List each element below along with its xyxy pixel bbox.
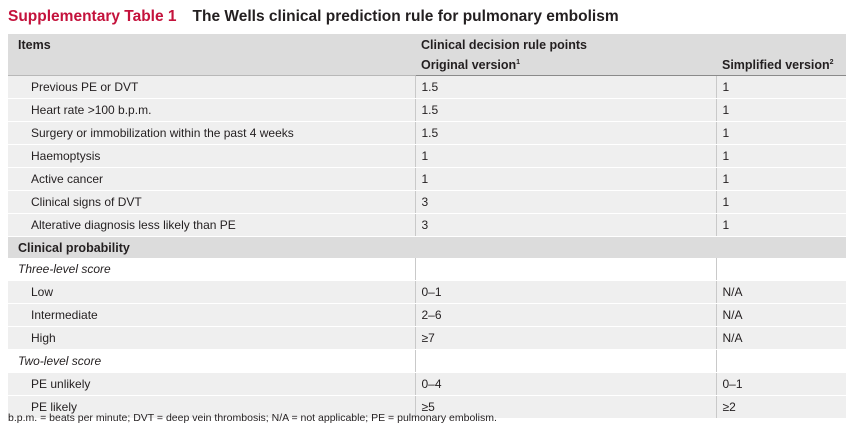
simplified-points: 1 [715, 75, 847, 99]
item-name: Clinical signs of DVT [8, 190, 415, 214]
table-caption: The Wells clinical prediction rule for p… [192, 8, 619, 25]
simplified-points: N/A [715, 326, 847, 350]
original-points: 1 [414, 144, 716, 168]
table-row: PE likely ≥5 ≥2 [8, 395, 847, 419]
table-row: PE unlikely 0–4 0–1 [8, 372, 847, 396]
table-row: Low 0–1 N/A [8, 280, 847, 304]
table-row: Alterative diagnosis less likely than PE… [8, 213, 847, 237]
header-row-2: Original version1 Simplified version2 [8, 55, 847, 76]
clinical-probability-heading: Clinical probability [8, 236, 847, 258]
original-points: 0–4 [414, 372, 716, 396]
item-name: Previous PE or DVT [8, 75, 415, 99]
item-name: Intermediate [8, 303, 415, 327]
empty-cell [715, 258, 847, 281]
table-row: Active cancer 1 1 [8, 167, 847, 191]
original-points: 1 [414, 167, 716, 191]
simplified-points: 0–1 [715, 372, 847, 396]
table-label: Supplementary Table 1 [8, 8, 177, 25]
original-points: 3 [414, 213, 716, 237]
table-row: High ≥7 N/A [8, 326, 847, 350]
item-name: PE unlikely [8, 372, 415, 396]
section-heading-row: Clinical probability [8, 236, 847, 258]
header-row-1: Items Clinical decision rule points [8, 34, 847, 55]
simplified-points: N/A [715, 303, 847, 327]
table-footnote: b.p.m. = beats per minute; DVT = deep ve… [8, 412, 497, 424]
original-points: 2–6 [414, 303, 716, 327]
simplified-points: 1 [715, 213, 847, 237]
simplified-points: 1 [715, 121, 847, 145]
wells-table: Items Clinical decision rule points Orig… [8, 34, 847, 419]
original-points: ≥7 [414, 326, 716, 350]
table-row: Intermediate 2–6 N/A [8, 303, 847, 327]
item-name: Low [8, 280, 415, 304]
item-name: Haemoptysis [8, 144, 415, 168]
original-points: 1.5 [414, 75, 716, 99]
points-header: Clinical decision rule points [415, 34, 847, 55]
header-spacer [8, 55, 415, 76]
table-title: Supplementary Table 1 The Wells clinical … [8, 8, 619, 26]
empty-cell [414, 258, 716, 281]
original-points: 0–1 [414, 280, 716, 304]
items-header: Items [8, 34, 415, 55]
original-points: 3 [414, 190, 716, 214]
item-name: Heart rate >100 b.p.m. [8, 98, 415, 122]
table-row: Haemoptysis 1 1 [8, 144, 847, 168]
item-name: Active cancer [8, 167, 415, 191]
subsection-row: Three-level score [8, 258, 847, 281]
table-row: Surgery or immobilization within the pas… [8, 121, 847, 145]
simplified-points: 1 [715, 144, 847, 168]
empty-cell [414, 349, 716, 373]
subsection-row: Two-level score [8, 349, 847, 373]
original-ref: 1 [516, 58, 521, 66]
simplified-version-header: Simplified version2 [716, 55, 847, 76]
simplified-points: ≥2 [715, 395, 847, 419]
simplified-points: N/A [715, 280, 847, 304]
simplified-points: 1 [715, 98, 847, 122]
simplified-points: 1 [715, 167, 847, 191]
original-points: 1.5 [414, 121, 716, 145]
table-row: Clinical signs of DVT 3 1 [8, 190, 847, 214]
item-name: Surgery or immobilization within the pas… [8, 121, 415, 145]
original-version-header: Original version1 [415, 55, 716, 76]
item-name: Alterative diagnosis less likely than PE [8, 213, 415, 237]
three-level-score-label: Three-level score [8, 258, 415, 281]
table-row: Previous PE or DVT 1.5 1 [8, 75, 847, 99]
original-points: ≥5 [414, 395, 716, 419]
empty-cell [715, 349, 847, 373]
two-level-score-label: Two-level score [8, 349, 415, 373]
item-name: PE likely [8, 395, 415, 419]
simplified-points: 1 [715, 190, 847, 214]
simplified-ref: 2 [829, 58, 834, 66]
original-points: 1.5 [414, 98, 716, 122]
table-row: Heart rate >100 b.p.m. 1.5 1 [8, 98, 847, 122]
item-name: High [8, 326, 415, 350]
